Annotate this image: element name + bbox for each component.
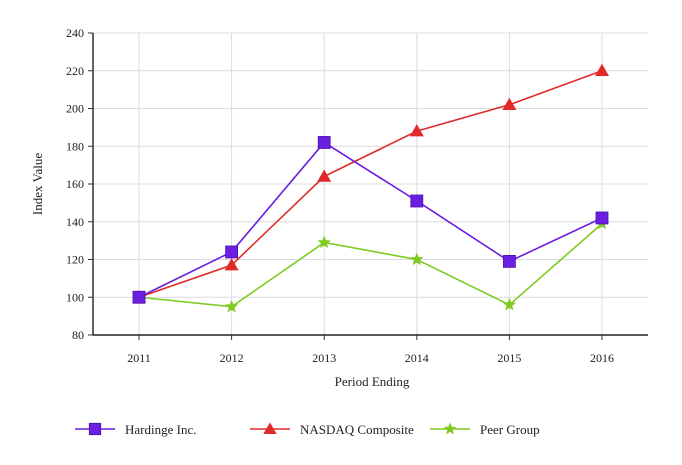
series-group bbox=[132, 63, 609, 313]
data-point-square bbox=[88, 422, 102, 436]
data-point-triangle bbox=[224, 258, 239, 271]
data-point-square bbox=[317, 136, 331, 149]
series-line bbox=[138, 69, 603, 299]
data-point-star bbox=[224, 299, 239, 313]
data-point-square bbox=[502, 254, 516, 268]
data-point-star bbox=[410, 252, 424, 266]
series-hardinge-inc bbox=[132, 136, 609, 304]
y-tick-label: 240 bbox=[66, 26, 84, 40]
series-peer-group bbox=[132, 216, 609, 313]
y-tick-label: 180 bbox=[66, 139, 84, 153]
data-point-triangle bbox=[263, 422, 277, 434]
x-tick-label: 2016 bbox=[590, 351, 614, 365]
data-point-triangle bbox=[317, 169, 332, 182]
series-nasdaq-composite bbox=[132, 63, 609, 303]
y-tick-label: 120 bbox=[66, 253, 84, 267]
x-tick-label: 2015 bbox=[497, 351, 521, 365]
x-tick-label: 2012 bbox=[220, 351, 244, 365]
y-tick-labels: 80 100 120 140 160 180 200 220 240 bbox=[66, 26, 84, 342]
data-point-square bbox=[595, 211, 609, 225]
data-point-triangle bbox=[502, 97, 517, 110]
x-tick-label: 2014 bbox=[405, 351, 429, 365]
series-line bbox=[138, 223, 603, 308]
data-point-square bbox=[225, 245, 239, 259]
y-axis-title: Index Value bbox=[30, 153, 45, 215]
data-point-star bbox=[443, 422, 457, 435]
x-tick-labels: 2011 2012 2013 2014 2015 2016 bbox=[127, 351, 614, 365]
x-tick-label: 2011 bbox=[127, 351, 151, 365]
series-line bbox=[138, 141, 603, 298]
y-tick-label: 100 bbox=[66, 290, 84, 304]
data-point-square bbox=[410, 194, 424, 208]
data-point-triangle bbox=[409, 124, 424, 137]
legend-item: Peer Group bbox=[430, 422, 540, 437]
y-tick-label: 160 bbox=[66, 177, 84, 191]
grid-lines bbox=[93, 32, 648, 335]
y-tick-label: 220 bbox=[66, 64, 84, 78]
data-point-star bbox=[502, 297, 517, 311]
data-point-star bbox=[317, 235, 331, 249]
x-tick-label: 2013 bbox=[312, 351, 336, 365]
legend-item: Hardinge Inc. bbox=[75, 422, 196, 437]
y-tick-label: 140 bbox=[66, 215, 84, 229]
y-tick-label: 200 bbox=[66, 102, 84, 116]
axes bbox=[88, 32, 648, 340]
legend-label: Hardinge Inc. bbox=[125, 422, 196, 437]
data-point-triangle bbox=[595, 63, 609, 76]
legend-label: Peer Group bbox=[480, 422, 540, 437]
data-point-square bbox=[132, 290, 146, 304]
x-axis-title: Period Ending bbox=[335, 374, 410, 389]
legend-label: NASDAQ Composite bbox=[300, 422, 414, 437]
legend-item: NASDAQ Composite bbox=[250, 422, 414, 437]
y-tick-label: 80 bbox=[72, 328, 84, 342]
legend: Hardinge Inc. NASDAQ Composite Peer Group bbox=[75, 422, 540, 437]
